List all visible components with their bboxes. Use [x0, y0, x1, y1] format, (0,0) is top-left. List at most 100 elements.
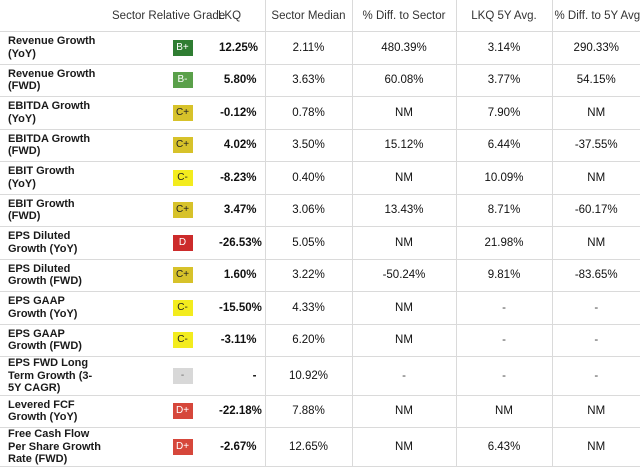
diff-to-sector-value: NM: [351, 427, 456, 467]
sector-median-value: 0.40%: [264, 161, 352, 195]
table-row: EBITDA Growth (FWD) C+ 4.02% 3.50% 15.12…: [0, 129, 640, 162]
metric-name: EPS GAAP Growth (YoY): [0, 291, 104, 325]
metric-name: EPS GAAP Growth (FWD): [0, 324, 104, 357]
lkq-5y-avg-value: -: [455, 324, 552, 357]
lkq-5y-avg-value: -: [455, 291, 552, 325]
diff-to-5y-avg-value: -: [551, 324, 640, 357]
sector-median-value: 0.78%: [264, 96, 352, 130]
lkq-value: -22.18%: [217, 395, 265, 428]
lkq-5y-avg-value: -: [455, 356, 552, 396]
table-row: EBIT Growth (FWD) C+ 3.47% 3.06% 13.43% …: [0, 194, 640, 227]
table-row: EPS Diluted Growth (YoY) D -26.53% 5.05%…: [0, 226, 640, 260]
diff-to-sector-value: NM: [351, 96, 456, 130]
header-metric: [0, 0, 104, 32]
grade-badge: C+: [172, 202, 193, 219]
lkq-value: 12.25%: [217, 31, 265, 65]
grade-badge: B+: [172, 39, 193, 56]
sector-median-value: 6.20%: [264, 324, 352, 357]
diff-to-sector-value: 15.12%: [351, 129, 456, 162]
diff-to-5y-avg-value: NM: [551, 226, 640, 260]
grade-badge: D: [172, 234, 193, 251]
sector-median-value: 3.50%: [264, 129, 352, 162]
diff-to-5y-avg-value: 290.33%: [551, 31, 640, 65]
diff-to-5y-avg-value: NM: [551, 395, 640, 428]
sector-median-value: 7.88%: [264, 395, 352, 428]
header-diff-to-sector[interactable]: % Diff. to Sector: [351, 0, 456, 32]
lkq-5y-avg-value: 8.71%: [455, 194, 552, 227]
lkq-5y-avg-value: 21.98%: [455, 226, 552, 260]
diff-to-sector-value: NM: [351, 324, 456, 357]
metric-name: EPS FWD Long Term Growth (3-5Y CAGR): [0, 356, 104, 396]
lkq-value: 1.60%: [217, 259, 265, 292]
table-row: Revenue Growth (YoY) B+ 12.25% 2.11% 480…: [0, 31, 640, 65]
lkq-value: -3.11%: [217, 324, 265, 357]
sector-median-value: 12.65%: [264, 427, 352, 467]
lkq-value: -26.53%: [217, 226, 265, 260]
lkq-5y-avg-value: 6.43%: [455, 427, 552, 467]
grade-badge: D+: [172, 438, 193, 455]
lkq-5y-avg-value: NM: [455, 395, 552, 428]
diff-to-5y-avg-value: -: [551, 356, 640, 396]
sector-median-value: 3.22%: [264, 259, 352, 292]
sector-median-value: 5.05%: [264, 226, 352, 260]
diff-to-sector-value: 60.08%: [351, 64, 456, 97]
table-row: Free Cash Flow Per Share Growth Rate (FW…: [0, 427, 640, 467]
metric-name: EBIT Growth (FWD): [0, 194, 104, 227]
lkq-value: -8.23%: [217, 161, 265, 195]
metric-name: EBITDA Growth (YoY): [0, 96, 104, 130]
header-sector-median[interactable]: Sector Median: [264, 0, 352, 32]
grade-badge: C+: [172, 104, 193, 121]
grade-badge: D+: [172, 403, 193, 420]
table-row: Levered FCF Growth (YoY) D+ -22.18% 7.88…: [0, 395, 640, 428]
lkq-5y-avg-value: 3.77%: [455, 64, 552, 97]
diff-to-5y-avg-value: NM: [551, 96, 640, 130]
table-row: EPS GAAP Growth (FWD) C- -3.11% 6.20% NM…: [0, 324, 640, 357]
grade-badge: C-: [172, 332, 193, 349]
sector-median-value: 2.11%: [264, 31, 352, 65]
diff-to-5y-avg-value: -: [551, 291, 640, 325]
table-row: EBITDA Growth (YoY) C+ -0.12% 0.78% NM 7…: [0, 96, 640, 130]
lkq-value: 3.47%: [217, 194, 265, 227]
sector-median-value: 3.63%: [264, 64, 352, 97]
metric-name: EBIT Growth (YoY): [0, 161, 104, 195]
table-row: EBIT Growth (YoY) C- -8.23% 0.40% NM 10.…: [0, 161, 640, 195]
diff-to-sector-value: -: [351, 356, 456, 396]
diff-to-5y-avg-value: -37.55%: [551, 129, 640, 162]
grade-badge: C-: [172, 169, 193, 186]
diff-to-sector-value: NM: [351, 226, 456, 260]
diff-to-sector-value: 480.39%: [351, 31, 456, 65]
lkq-value: 5.80%: [217, 64, 265, 97]
sector-median-value: 3.06%: [264, 194, 352, 227]
diff-to-sector-value: NM: [351, 161, 456, 195]
diff-to-5y-avg-value: NM: [551, 161, 640, 195]
lkq-5y-avg-value: 7.90%: [455, 96, 552, 130]
sector-median-value: 4.33%: [264, 291, 352, 325]
metric-name: EBITDA Growth (FWD): [0, 129, 104, 162]
header-lkq[interactable]: LKQ: [217, 0, 265, 32]
diff-to-sector-value: -50.24%: [351, 259, 456, 292]
lkq-value: -0.12%: [217, 96, 265, 130]
diff-to-sector-value: NM: [351, 291, 456, 325]
lkq-value: -: [217, 356, 265, 396]
lkq-value: 4.02%: [217, 129, 265, 162]
metric-name: Revenue Growth (FWD): [0, 64, 104, 97]
lkq-value: -15.50%: [217, 291, 265, 325]
grade-badge: C+: [172, 267, 193, 284]
table-header-row: Sector Relative Grade LKQ Sector Median …: [0, 0, 640, 32]
grade-badge: C-: [172, 299, 193, 316]
diff-to-5y-avg-value: 54.15%: [551, 64, 640, 97]
lkq-5y-avg-value: 3.14%: [455, 31, 552, 65]
header-sector-relative-grade[interactable]: Sector Relative Grade: [104, 0, 225, 32]
grade-badge: C+: [172, 137, 193, 154]
lkq-5y-avg-value: 10.09%: [455, 161, 552, 195]
lkq-5y-avg-value: 9.81%: [455, 259, 552, 292]
table-row: Revenue Growth (FWD) B- 5.80% 3.63% 60.0…: [0, 64, 640, 97]
diff-to-5y-avg-value: -60.17%: [551, 194, 640, 227]
lkq-value: -2.67%: [217, 427, 265, 467]
header-diff-to-5y-avg[interactable]: % Diff. to 5Y Avg.: [551, 0, 640, 32]
metric-name: Free Cash Flow Per Share Growth Rate (FW…: [0, 427, 104, 467]
metric-name: EPS Diluted Growth (FWD): [0, 259, 104, 292]
metric-name: Levered FCF Growth (YoY): [0, 395, 104, 428]
header-lkq-5y-avg[interactable]: LKQ 5Y Avg.: [455, 0, 552, 32]
